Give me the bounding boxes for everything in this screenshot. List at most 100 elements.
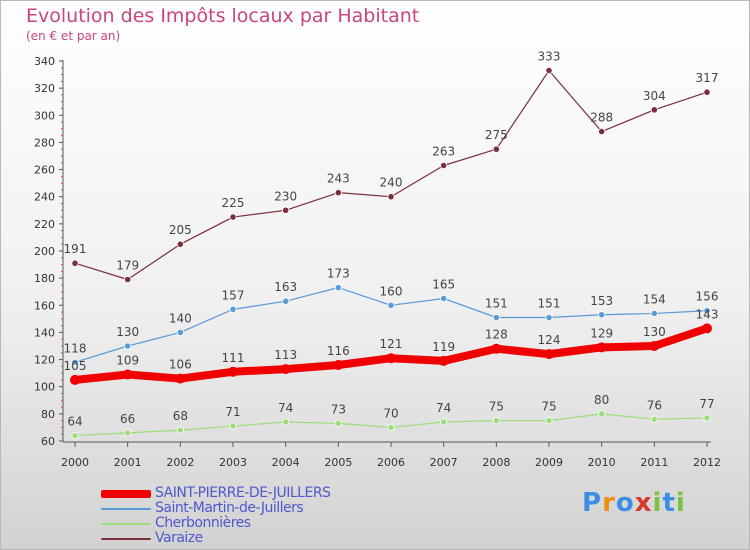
point-varaize-2007 [440,161,448,170]
data-label-saint-martin-de-juillers-2000: 118 [64,341,87,355]
data-label-saint-martin-de-juillers-2007: 165 [432,278,455,292]
y-tick-label-320: 320 [34,82,55,95]
data-label-varaize-2005: 243 [327,172,350,186]
point-saint-martin-de-juillers-2011 [650,309,658,318]
point-varaize-2000 [71,259,79,267]
data-label-saint-pierre-de-juillers-2004: 113 [274,348,297,362]
y-tick-label-100: 100 [34,381,55,394]
legend-label-varaize: Varaize [155,530,203,546]
x-tick-label-2001: 2001 [114,456,142,469]
data-label-varaize-2002: 205 [169,223,192,237]
data-label-cherbonnieres-2011: 76 [647,398,662,412]
legend-swatch-saint-martin [101,508,151,510]
y-tick-label-160: 160 [34,299,55,312]
point-cherbonnieres-2002 [176,426,184,434]
point-saint-pierre-de-juillers-2002 [175,373,186,384]
logo-letter-2: o [615,488,635,518]
data-label-saint-martin-de-juillers-2006: 160 [380,284,403,298]
point-saint-pierre-de-juillers-2011 [649,341,660,351]
point-cherbonnieres-2005 [334,419,342,427]
point-saint-martin-de-juillers-2002 [176,328,184,337]
legend-swatch-cherbonnieres [101,523,151,525]
point-cherbonnieres-2011 [650,415,658,423]
data-label-saint-pierre-de-juillers-2001: 109 [116,354,139,368]
data-label-cherbonnieres-2007: 74 [436,401,451,415]
y-tick-label-80: 80 [41,408,55,421]
data-label-saint-martin-de-juillers-2012: 156 [696,290,719,304]
data-label-varaize-2003: 225 [222,196,245,210]
point-saint-martin-de-juillers-2009 [545,313,553,322]
data-label-saint-pierre-de-juillers-2008: 128 [485,328,508,342]
data-label-saint-martin-de-juillers-2005: 173 [327,267,350,281]
x-tick-label-2012: 2012 [693,456,721,469]
data-label-saint-pierre-de-juillers-2010: 129 [590,326,613,340]
data-label-saint-martin-de-juillers-2009: 151 [538,297,561,311]
data-label-cherbonnieres-2003: 71 [225,405,240,419]
data-label-varaize-2004: 230 [274,189,297,203]
point-saint-martin-de-juillers-2005 [334,284,342,292]
logo-letter-1: r [602,488,616,518]
data-label-saint-pierre-de-juillers-2011: 130 [643,325,666,339]
point-cherbonnieres-2010 [598,410,606,418]
point-cherbonnieres-2000 [71,431,79,440]
data-label-saint-pierre-de-juillers-2006: 121 [380,337,403,351]
data-label-saint-pierre-de-juillers-2000: 105 [64,359,87,373]
logo-letter-6: i [675,488,686,518]
logo-letter-0: P [582,488,603,518]
x-tick-label-2005: 2005 [324,456,352,469]
logo-letter-3: x [634,488,653,518]
logo-letter-5: t [662,488,676,518]
point-saint-pierre-de-juillers-2000 [70,374,80,385]
point-saint-martin-de-juillers-2006 [387,301,395,309]
data-label-cherbonnieres-2008: 75 [489,400,504,414]
point-cherbonnieres-2009 [545,417,553,425]
point-saint-pierre-de-juillers-2008 [491,343,502,354]
x-tick-label-2010: 2010 [588,456,616,469]
point-cherbonnieres-2004 [282,418,290,426]
data-label-saint-martin-de-juillers-2001: 130 [116,325,139,339]
point-saint-pierre-de-juillers-2012 [702,323,712,334]
point-varaize-2012 [703,88,711,96]
point-varaize-2001 [124,275,132,284]
y-tick-label-60: 60 [41,435,55,448]
data-label-saint-martin-de-juillers-2011: 154 [643,292,666,306]
point-cherbonnieres-2003 [229,422,237,430]
y-tick-label-260: 260 [34,164,55,177]
data-label-cherbonnieres-2002: 68 [173,409,188,423]
data-label-cherbonnieres-2010: 80 [594,393,609,407]
x-tick-label-2009: 2009 [535,456,563,469]
data-label-varaize-2012: 317 [696,71,719,85]
data-label-varaize-2006: 240 [380,176,403,190]
data-label-cherbonnieres-2005: 73 [331,402,346,416]
data-label-saint-martin-de-juillers-2002: 140 [169,311,192,325]
x-tick-label-2002: 2002 [166,456,194,469]
point-cherbonnieres-2012 [703,414,711,422]
point-varaize-2003 [229,213,237,221]
data-label-saint-pierre-de-juillers-2009: 124 [538,333,561,347]
point-varaize-2010 [598,127,606,136]
chart-title: Evolution des Impôts locaux par Habitant [26,5,420,27]
proxiti-logo: Proxiti [582,488,686,518]
point-saint-pierre-de-juillers-2010 [596,342,607,353]
data-label-cherbonnieres-2000: 64 [67,415,82,429]
legend-label-saint-pierre: SAINT-PIERRE-DE-JUILLERS [155,485,331,501]
chart-subtitle: (en € et par an) [26,29,121,43]
point-cherbonnieres-2006 [387,423,395,432]
point-saint-martin-de-juillers-2010 [598,311,606,319]
data-label-saint-pierre-de-juillers-2012: 143 [696,307,719,321]
x-tick-label-2003: 2003 [219,456,247,469]
data-label-varaize-2008: 275 [485,128,508,142]
data-label-varaize-2000: 191 [64,242,87,256]
point-varaize-2008 [492,145,500,153]
point-saint-martin-de-juillers-2003 [229,305,237,313]
data-label-saint-pierre-de-juillers-2002: 106 [169,358,192,372]
point-saint-pierre-de-juillers-2003 [228,366,238,377]
data-label-cherbonnieres-2012: 77 [699,397,714,411]
legend-label-saint-martin: Saint-Martin-de-Juillers [155,500,304,516]
data-label-varaize-2009: 333 [538,50,561,64]
point-cherbonnieres-2001 [124,429,132,437]
data-label-saint-martin-de-juillers-2010: 153 [590,294,613,308]
logo-letter-4: i [652,488,663,518]
data-label-saint-pierre-de-juillers-2003: 111 [222,351,245,365]
